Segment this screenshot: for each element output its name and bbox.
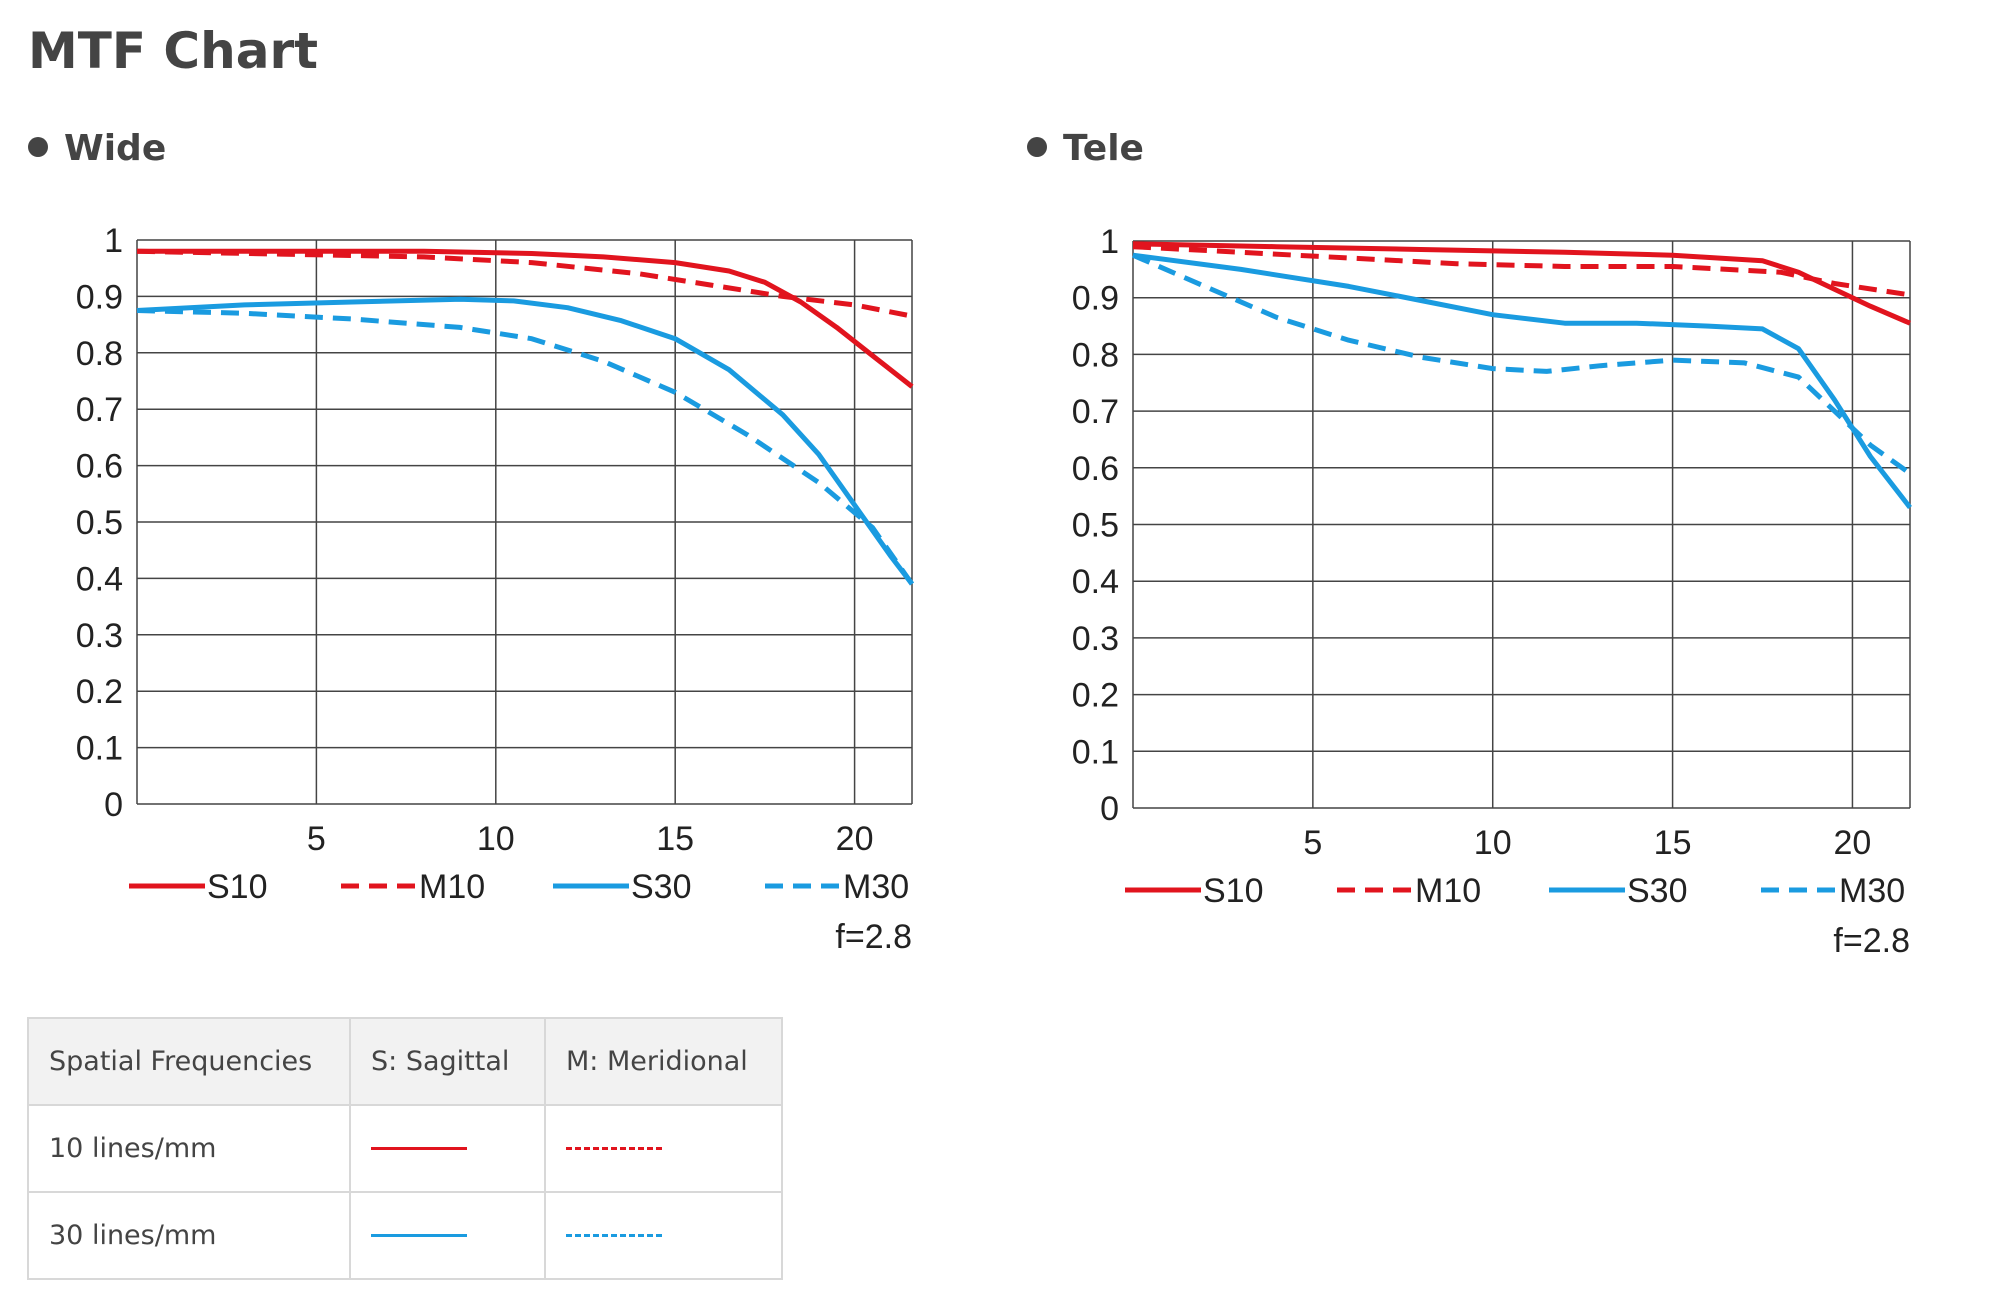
- tele-x-tick-label: 15: [1654, 824, 1692, 862]
- wide-series-m30: [136, 308, 915, 586]
- tele-legend-label-m30: M30: [1839, 872, 1905, 910]
- wide-y-tick-label: 0.1: [76, 730, 123, 768]
- tele-y-tick-label: 0.8: [1072, 336, 1119, 374]
- tele-y-tick-label: 0.4: [1072, 563, 1119, 601]
- legend-table: Spatial Frequencies S: Sagittal M: Merid…: [27, 1017, 783, 1280]
- meridional-sample-cell: [544, 1104, 783, 1193]
- wide-legend-label-s10: S10: [207, 868, 268, 906]
- dashed-blue-line-sample: [566, 1234, 662, 1237]
- tele-y-tick-label: 1: [1100, 223, 1119, 261]
- tele-y-tick-label: 0.1: [1072, 733, 1119, 771]
- dashed-red-line-sample: [566, 1147, 662, 1150]
- tele-x-tick-label: 10: [1474, 824, 1512, 862]
- header-spatial-frequencies: Spatial Frequencies: [27, 1017, 351, 1106]
- panel-title-text: Wide: [64, 128, 167, 169]
- solid-red-line-sample: [371, 1147, 467, 1150]
- panel-title-text: Tele: [1063, 128, 1144, 169]
- wide-x-tick-label: 20: [836, 820, 874, 858]
- tele-legend-label-s10: S10: [1203, 872, 1264, 910]
- tele-series-s10: [1132, 241, 1911, 326]
- panel-title-wide: Wide: [28, 128, 166, 169]
- tele-y-tick-label: 0.5: [1072, 507, 1119, 545]
- legend-row-label: 10 lines/mm: [27, 1104, 351, 1193]
- tele-y-tick-label: 0.6: [1072, 450, 1119, 488]
- wide-y-tick-label: 0.3: [76, 617, 123, 655]
- legend-row-label: 30 lines/mm: [27, 1191, 351, 1280]
- wide-y-tick-label: 0.9: [76, 278, 123, 316]
- meridional-sample-cell: [544, 1191, 783, 1280]
- wide-legend-label-m30: M30: [843, 868, 909, 906]
- wide-x-tick-label: 15: [656, 820, 694, 858]
- tele-y-tick-label: 0.2: [1072, 677, 1119, 715]
- tele-series-s30: [1132, 252, 1912, 510]
- tele-y-tick-label: 0.7: [1072, 393, 1119, 431]
- sagittal-sample-cell: [349, 1104, 546, 1193]
- wide-y-tick-label: 0.6: [76, 448, 123, 486]
- wide-x-tick-label: 5: [307, 820, 326, 858]
- tele-series-m30: [1132, 252, 1912, 476]
- wide-legend-label-m10: M10: [419, 868, 485, 906]
- wide-y-tick-label: 0.5: [76, 504, 123, 542]
- header-sagittal: S: Sagittal: [349, 1017, 546, 1106]
- wide-y-tick-label: 0.2: [76, 673, 123, 711]
- header-meridional: M: Meridional: [544, 1017, 783, 1106]
- tele-x-tick-label: 5: [1303, 824, 1322, 862]
- wide-legend-label-s30: S30: [631, 868, 692, 906]
- wide-y-tick-label: 0: [104, 786, 123, 824]
- sagittal-sample-cell: [349, 1191, 546, 1280]
- tele-y-tick-label: 0.3: [1072, 620, 1119, 658]
- legend-row-30: 30 lines/mm: [27, 1191, 783, 1280]
- wide-y-tick-label: 0.8: [76, 335, 123, 373]
- tele-y-tick-label: 0.9: [1072, 280, 1119, 318]
- solid-blue-line-sample: [371, 1234, 467, 1237]
- wide-aperture-note: f=2.8: [835, 918, 912, 956]
- wide-y-tick-label: 1: [104, 222, 123, 260]
- tele-x-tick-label: 20: [1834, 824, 1872, 862]
- legend-row-10: 10 lines/mm: [27, 1104, 783, 1193]
- wide-x-tick-label: 10: [477, 820, 515, 858]
- wide-series-s30: [136, 296, 914, 586]
- wide-y-tick-label: 0.4: [76, 560, 123, 598]
- bullet-icon: [28, 137, 48, 157]
- wide-y-tick-label: 0.7: [76, 391, 123, 429]
- tele-series-m10: [1132, 244, 1911, 298]
- tele-legend-label-m10: M10: [1415, 872, 1481, 910]
- tele-y-tick-label: 0: [1100, 790, 1119, 828]
- wide-series-s10: [137, 248, 914, 389]
- bullet-icon: [1027, 137, 1047, 157]
- tele-aperture-note: f=2.8: [1833, 922, 1910, 960]
- tele-legend-label-s30: S30: [1627, 872, 1688, 910]
- panel-title-tele: Tele: [1027, 128, 1144, 169]
- page-title: MTF Chart: [28, 22, 319, 80]
- legend-header-row: Spatial Frequencies S: Sagittal M: Merid…: [27, 1017, 783, 1106]
